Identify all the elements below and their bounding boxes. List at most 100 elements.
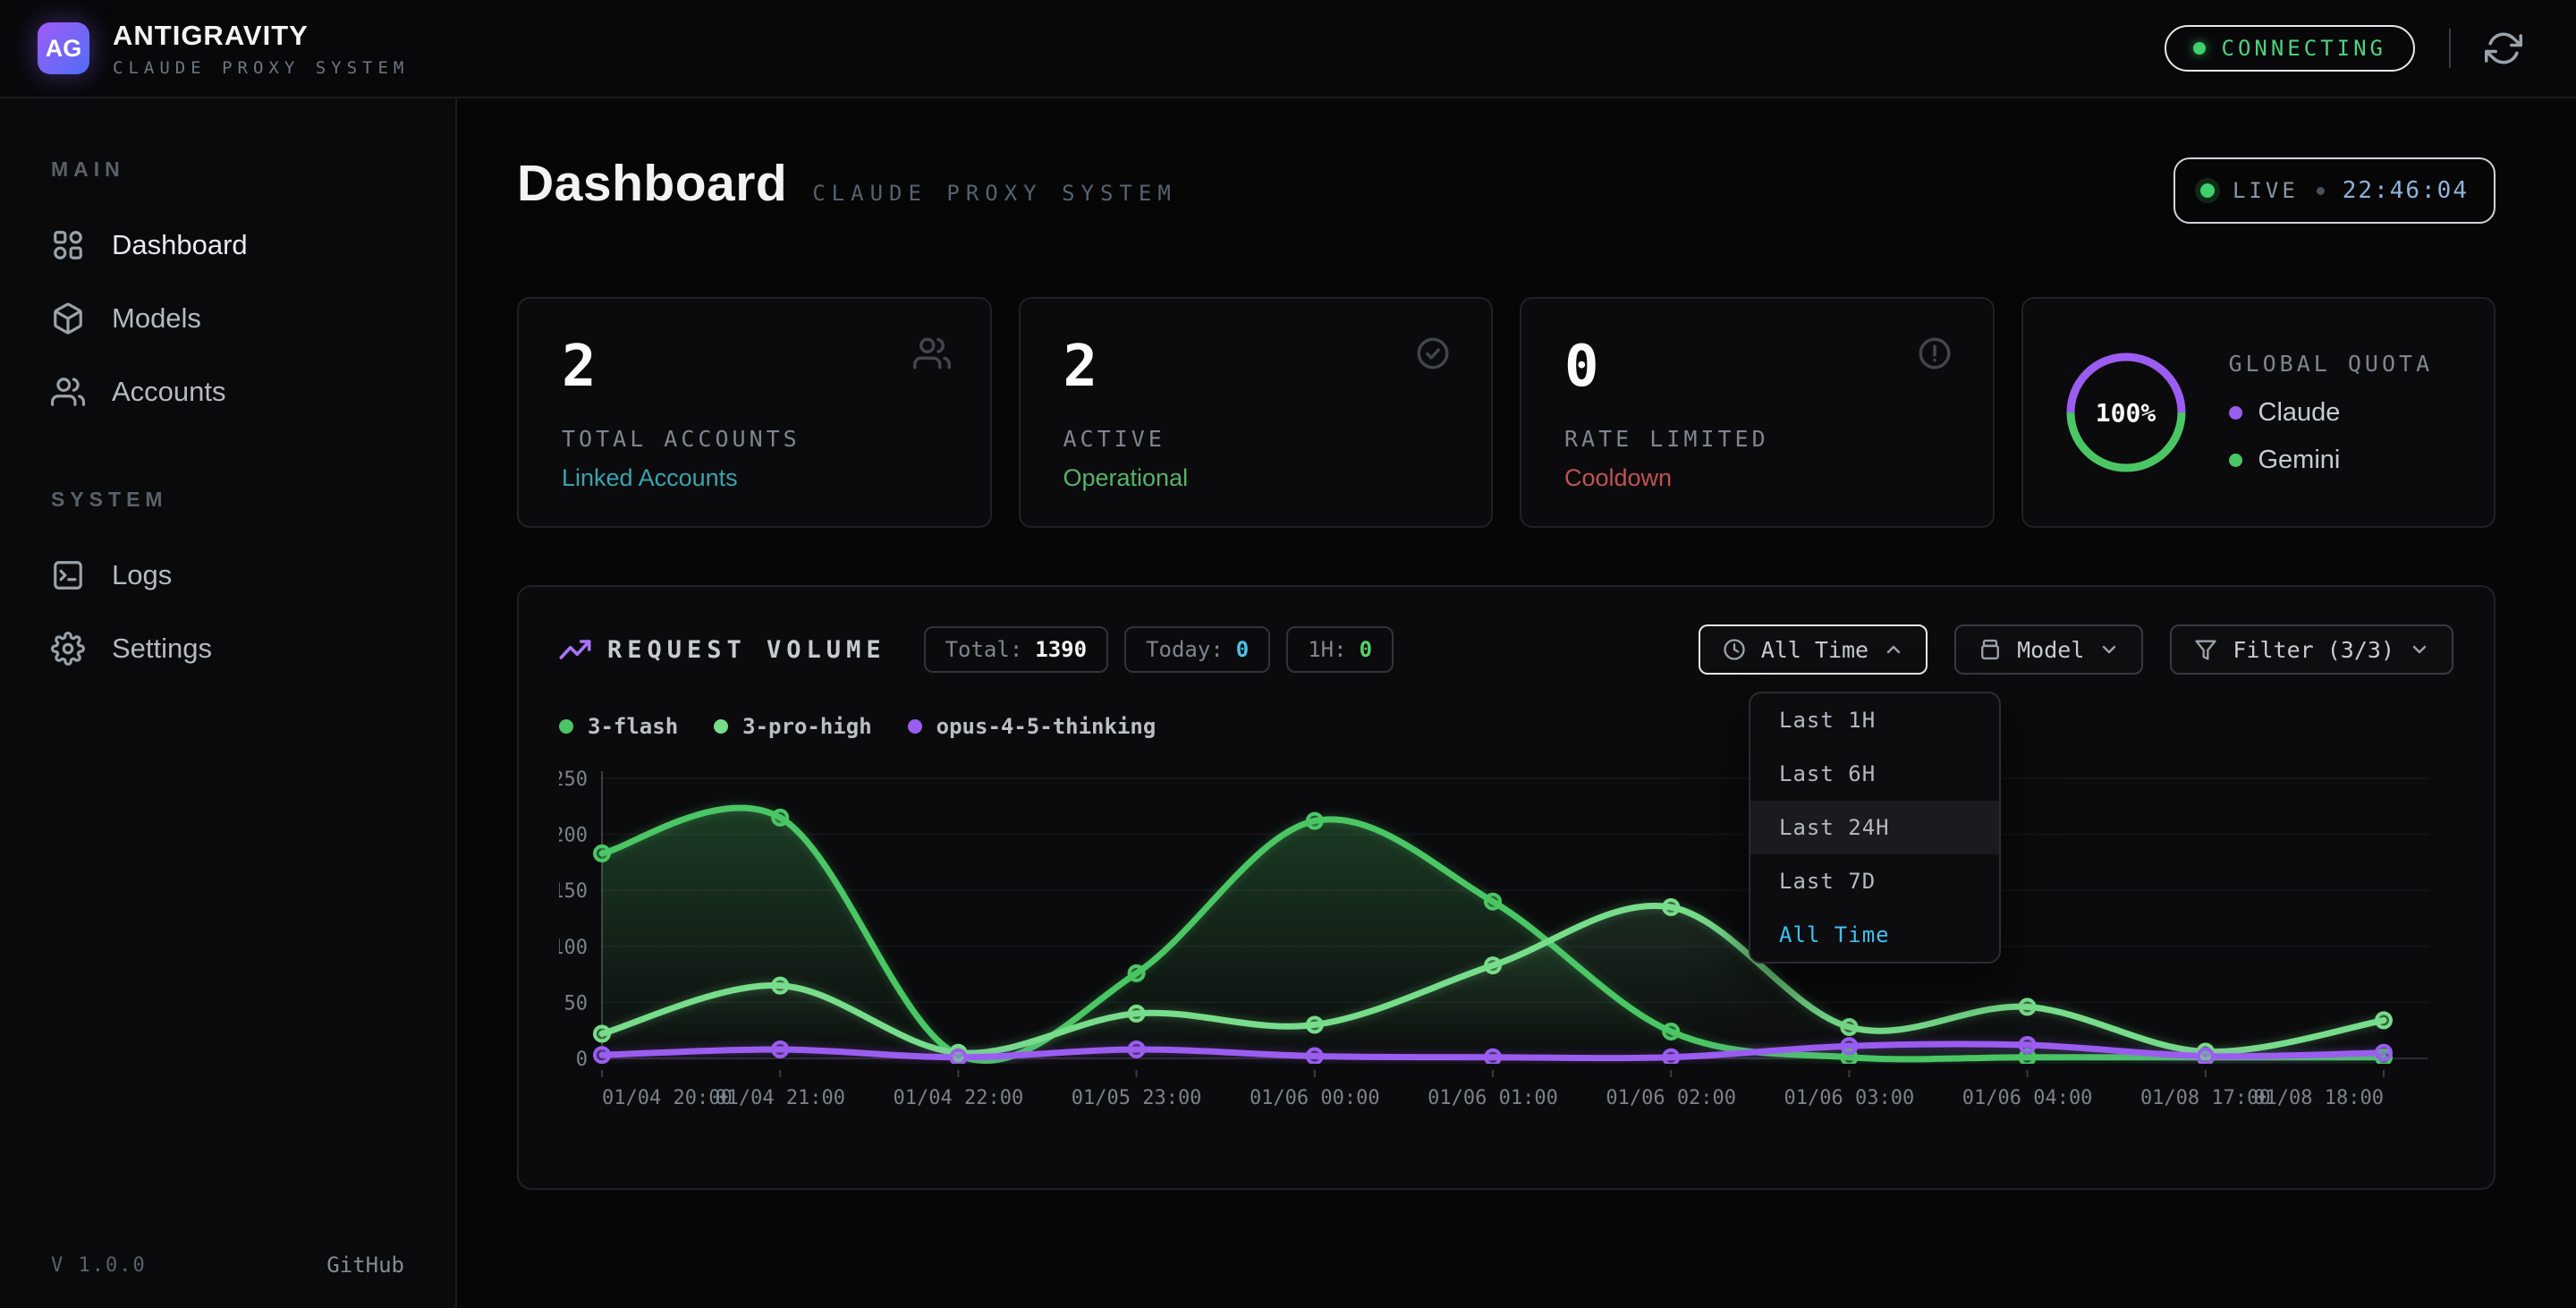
card-value: 2 [1063,338,1449,395]
legend-label: 3-flash [588,714,678,739]
model-filter-button[interactable]: Model [1954,624,2143,675]
menu-item-last-24h[interactable]: Last 24H [1750,801,1999,854]
model-filter-label: Model [2017,637,2084,663]
quota-item-claude: Claude [2229,398,2434,428]
check-circle-icon [1414,335,1452,372]
live-status-label: LIVE [2233,178,2299,203]
svg-text:01/05 23:00: 01/05 23:00 [1072,1087,1202,1109]
card-total-accounts: 2 TOTAL ACCOUNTS Linked Accounts [517,297,992,528]
chart-legend: 3-flash 3-pro-high opus-4-5-thinking [559,714,2453,739]
page-subtitle: CLAUDE PROXY SYSTEM [812,181,1177,206]
github-link[interactable]: GitHub [326,1253,404,1278]
filter-label: Filter (3/3) [2233,637,2394,663]
svg-text:01/04 21:00: 01/04 21:00 [715,1087,845,1109]
legend-dot [714,719,728,734]
trending-up-icon [559,633,591,666]
time-range-label: All Time [1761,637,1868,663]
menu-item-last-6h[interactable]: Last 6H [1750,747,1999,801]
card-value: 2 [562,338,947,395]
svg-text:01/08 17:00: 01/08 17:00 [2140,1087,2271,1109]
page-title: Dashboard [517,154,787,213]
live-status-dot [2200,183,2215,198]
time-range-menu: Last 1H Last 6H Last 24H Last 7D All Tim… [1749,692,2001,964]
quota-item-label: Claude [2258,398,2341,428]
request-volume-panel: REQUEST VOLUME Total: 1390 Today: 0 1H: … [517,585,2496,1190]
connection-status-label: CONNECTING [2222,36,2387,61]
svg-text:01/06 04:00: 01/06 04:00 [1962,1087,2093,1109]
card-status: Cooldown [1564,464,1950,492]
card-label: TOTAL ACCOUNTS [562,426,947,452]
chip-value: 0 [1236,637,1249,662]
legend-label: 3-pro-high [742,714,872,739]
svg-text:100: 100 [559,937,588,959]
sidebar-item-accounts[interactable]: Accounts [0,355,455,429]
stat-chips: Total: 1390 Today: 0 1H: 0 [924,626,1394,673]
connection-status-badge[interactable]: CONNECTING [2165,25,2416,72]
request-volume-chart[interactable]: 05010015020025001/04 20:0001/04 21:0001/… [559,760,2453,1123]
menu-item-all-time[interactable]: All Time [1750,908,1999,962]
cube-icon [51,302,85,335]
menu-item-last-7d[interactable]: Last 7D [1750,854,1999,908]
grid-icon [51,228,85,262]
sidebar-item-label: Logs [112,559,172,591]
live-status-badge: LIVE 22:46:04 [2174,157,2496,224]
topbar: AG ANTIGRAVITY CLAUDE PROXY SYSTEM CONNE… [0,0,2576,98]
refresh-icon[interactable] [2485,30,2522,67]
archive-box-icon [1978,637,2003,662]
clock-icon [1722,637,1747,662]
filter-button[interactable]: Filter (3/3) [2170,624,2453,675]
chevron-up-icon [1883,639,1904,660]
sidebar-item-dashboard[interactable]: Dashboard [0,208,455,282]
card-status: Linked Accounts [562,464,947,492]
legend-item-3-flash[interactable]: 3-flash [559,714,678,739]
legend-dot [559,719,573,734]
chip-value: 1390 [1035,637,1087,662]
users-icon [51,375,85,409]
quota-item-gemini: Gemini [2229,446,2434,475]
menu-item-last-1h[interactable]: Last 1H [1750,693,1999,747]
svg-text:01/06 03:00: 01/06 03:00 [1784,1087,1915,1109]
chip-value: 0 [1360,637,1372,662]
app-version: V 1.0.0 [51,1254,147,1277]
sidebar-item-settings[interactable]: Settings [0,612,455,685]
sidebar-item-label: Accounts [112,376,226,408]
app-logo: AG [38,22,89,74]
gear-icon [51,632,85,666]
card-active: 2 ACTIVE Operational [1019,297,1494,528]
alert-circle-icon [1916,335,1953,372]
sidebar-item-logs[interactable]: Logs [0,539,455,612]
app-title: ANTIGRAVITY [113,20,409,52]
svg-text:50: 50 [564,992,589,1015]
svg-text:200: 200 [559,825,588,847]
sidebar-section-main: MAIN [51,157,455,182]
app-logo-text: AG [46,35,82,63]
card-rate-limited: 0 RATE LIMITED Cooldown [1520,297,1995,528]
svg-text:250: 250 [559,769,588,791]
quota-label: GLOBAL QUOTA [2229,351,2434,377]
time-range-button[interactable]: All Time [1699,624,1928,675]
panel-title: REQUEST VOLUME [607,636,886,664]
legend-label: opus-4-5-thinking [936,714,1157,739]
funnel-icon [2193,637,2218,662]
svg-text:01/04 20:00: 01/04 20:00 [602,1087,733,1109]
connection-status-dot [2193,42,2206,55]
sidebar-section-system: SYSTEM [51,488,455,512]
topbar-divider [2449,29,2451,68]
svg-text:0: 0 [576,1049,588,1071]
legend-item-opus[interactable]: opus-4-5-thinking [908,714,1157,739]
legend-item-3-pro-high[interactable]: 3-pro-high [714,714,872,739]
chip-1h: 1H: 0 [1286,626,1394,673]
dot-separator-icon [2317,187,2325,195]
svg-text:01/06 01:00: 01/06 01:00 [1428,1087,1558,1109]
card-value: 0 [1564,338,1950,395]
sidebar-item-models[interactable]: Models [0,282,455,355]
card-label: RATE LIMITED [1564,426,1950,452]
app-subtitle: CLAUDE PROXY SYSTEM [113,58,409,78]
sidebar-item-label: Models [112,302,201,335]
claude-dot [2229,406,2242,420]
gemini-dot [2229,454,2242,467]
chip-label: 1H: [1308,637,1346,662]
quota-item-label: Gemini [2258,446,2341,475]
users-icon [913,335,951,372]
stat-cards-row: 2 TOTAL ACCOUNTS Linked Accounts 2 ACTIV… [517,297,2496,528]
